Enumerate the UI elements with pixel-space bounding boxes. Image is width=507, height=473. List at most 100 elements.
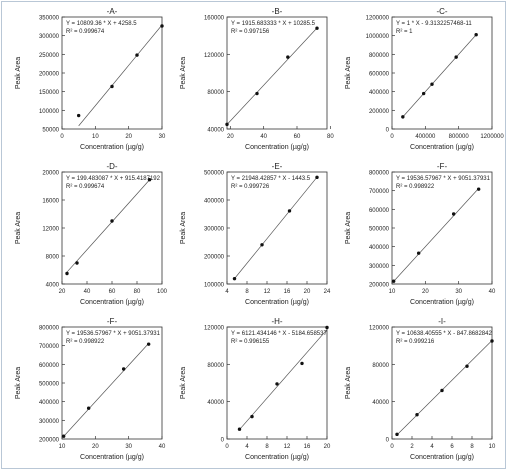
y-tick-label: 20000 bbox=[42, 171, 59, 177]
r-squared-label: R² = 0.999216 bbox=[396, 339, 435, 345]
x-tick-label: 0 bbox=[225, 444, 229, 450]
chart-panel-9: -I- 0 40000 80000 120000 0 2 4 6 8 10 Concentration… bbox=[345, 317, 496, 461]
y-tick-label: 200000 bbox=[369, 109, 390, 115]
plot-area-frame bbox=[226, 16, 328, 130]
y-tick-label: 12000 bbox=[42, 227, 59, 233]
y-tick-label: 150000 bbox=[39, 90, 60, 96]
calibration-figure: -A-5000010000015000020000025000030000035… bbox=[15, 7, 504, 461]
data-point bbox=[391, 279, 396, 283]
r-squared-label: R² = 1 bbox=[396, 29, 413, 35]
x-tick-label: 0 bbox=[390, 134, 394, 140]
x-tick-label: 8 bbox=[245, 289, 249, 295]
x-tick-label: 16 bbox=[304, 444, 311, 450]
y-tick-label: 200000 bbox=[204, 255, 225, 261]
x-tick-label: 60 bbox=[294, 134, 301, 140]
data-point bbox=[465, 364, 469, 368]
x-tick-label: 1200000 bbox=[480, 134, 504, 140]
data-point bbox=[474, 33, 478, 37]
x-tick-label: 4 bbox=[430, 444, 434, 450]
x-tick-label: 800000 bbox=[449, 134, 470, 140]
y-tick-label: 400000 bbox=[39, 400, 60, 406]
regression-line bbox=[78, 24, 163, 127]
r-squared-label: R² = 0.997156 bbox=[231, 29, 270, 35]
data-point bbox=[121, 367, 126, 371]
chart-title: -C- bbox=[436, 7, 447, 16]
data-point bbox=[110, 219, 114, 223]
data-point bbox=[160, 24, 164, 28]
data-point bbox=[401, 115, 405, 119]
y-tick-label: 16000 bbox=[42, 199, 59, 205]
y-tick-label: 0 bbox=[386, 438, 390, 444]
data-point bbox=[76, 113, 81, 118]
x-axis-label: Concentration (µg/g) bbox=[245, 144, 309, 151]
x-tick-label: 20 bbox=[125, 134, 132, 140]
y-tick-label: 800000 bbox=[39, 326, 60, 332]
x-tick-label: 6 bbox=[450, 444, 454, 450]
y-tick-label: 700000 bbox=[369, 189, 390, 195]
y-tick-label: 100000 bbox=[204, 283, 225, 289]
regression-equation: Y = 6121.434146 * X - 5184.658537 bbox=[231, 331, 327, 337]
regression-line bbox=[66, 179, 150, 273]
x-tick-label: 400000 bbox=[415, 134, 436, 140]
x-tick-label: 40 bbox=[84, 289, 91, 295]
data-point bbox=[250, 414, 254, 419]
data-point bbox=[135, 53, 139, 57]
x-tick-label: 16 bbox=[284, 289, 291, 295]
y-tick-label: 200000 bbox=[39, 438, 60, 444]
y-tick-label: 100000 bbox=[39, 109, 60, 115]
regression-line bbox=[393, 188, 479, 282]
data-point bbox=[287, 209, 292, 213]
y-tick-label: 80000 bbox=[207, 363, 224, 369]
x-tick-label: 8 bbox=[265, 444, 269, 450]
x-tick-label: 30 bbox=[125, 444, 132, 450]
r-squared-label: R² = 0.999674 bbox=[66, 29, 105, 35]
data-point bbox=[476, 187, 481, 191]
y-axis-label: Peak Area bbox=[180, 212, 187, 244]
y-tick-label: 500000 bbox=[204, 171, 225, 177]
y-tick-label: 400000 bbox=[369, 245, 390, 251]
x-tick-label: 40 bbox=[260, 134, 267, 140]
y-tick-label: 8000 bbox=[46, 255, 60, 261]
x-tick-label: 40 bbox=[489, 289, 496, 295]
regression-line bbox=[63, 343, 149, 437]
y-axis-label: Peak Area bbox=[180, 57, 187, 89]
chart-title: -B- bbox=[272, 7, 283, 16]
x-axis-label: Concentration (µg/g) bbox=[80, 454, 144, 461]
regression-equation: Y = 199.483087 * X + 915.4187192 bbox=[66, 176, 161, 182]
y-axis-label: Peak Area bbox=[15, 367, 22, 399]
y-axis-label: Peak Area bbox=[345, 367, 352, 399]
x-tick-label: 4 bbox=[225, 289, 229, 295]
data-point bbox=[86, 406, 91, 410]
chart-panel-7: -F- 200000 300000 400000 500000 600000 700000 8… bbox=[15, 317, 166, 461]
chart-title: -E- bbox=[272, 162, 283, 171]
y-tick-label: 1200000 bbox=[366, 16, 390, 22]
regression-line bbox=[226, 27, 318, 125]
y-tick-label: 400000 bbox=[204, 199, 225, 205]
x-axis-label: Concentration (µg/g) bbox=[410, 299, 474, 306]
data-point bbox=[315, 26, 319, 30]
y-tick-label: 40000 bbox=[372, 400, 389, 406]
x-tick-label: 10 bbox=[59, 444, 66, 450]
y-tick-label: 500000 bbox=[39, 382, 60, 388]
data-point bbox=[275, 382, 279, 386]
x-tick-label: 12 bbox=[284, 444, 291, 450]
y-axis-label: Peak Area bbox=[180, 367, 187, 399]
regression-line bbox=[239, 329, 328, 430]
regression-line bbox=[402, 34, 477, 118]
r-squared-label: R² = 0.998922 bbox=[66, 339, 105, 345]
y-tick-label: 600000 bbox=[39, 363, 60, 369]
y-tick-label: 300000 bbox=[39, 34, 60, 40]
y-tick-label: 80000 bbox=[372, 363, 389, 369]
chart-title: -A- bbox=[107, 7, 118, 16]
data-point bbox=[225, 122, 229, 127]
x-tick-label: 30 bbox=[159, 134, 166, 140]
chart-panel-2: -B- 40000 80000 120000 160000 20 40 60 80 Concent… bbox=[180, 7, 334, 151]
y-tick-label: 800000 bbox=[369, 53, 390, 59]
data-point bbox=[65, 271, 69, 276]
y-tick-label: 500000 bbox=[369, 227, 390, 233]
x-tick-label: 80 bbox=[327, 134, 334, 140]
x-tick-label: 2 bbox=[410, 444, 414, 450]
data-point bbox=[286, 55, 290, 59]
x-tick-label: 20 bbox=[92, 444, 99, 450]
y-tick-label: 350000 bbox=[39, 16, 60, 22]
